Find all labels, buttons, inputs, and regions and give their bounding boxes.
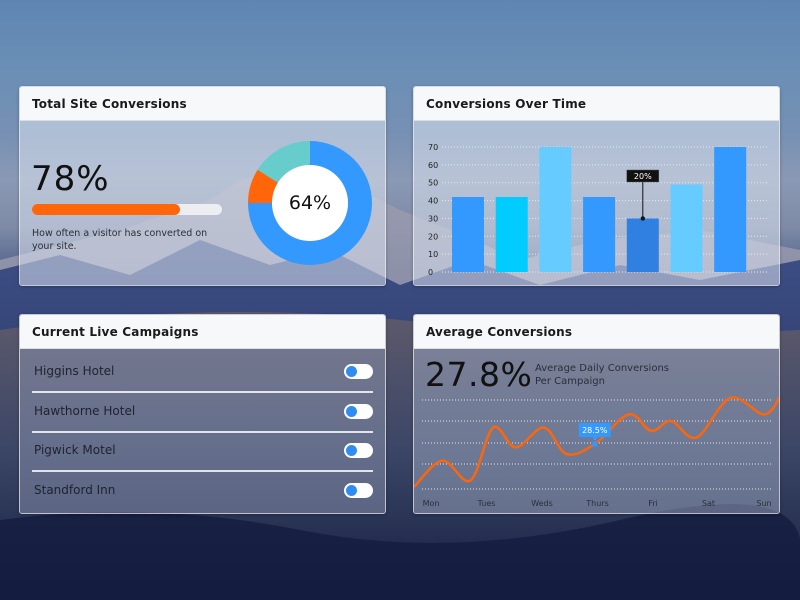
card-body: 27.8% Average Daily Conversions Per Camp… bbox=[414, 349, 779, 513]
campaign-row-standford-inn: Standford Inn bbox=[32, 470, 373, 510]
bar-tooltip-label: 20% bbox=[634, 172, 652, 181]
bar-7[interactable] bbox=[714, 147, 747, 272]
donut-slice-blue bbox=[248, 141, 372, 265]
bar-2[interactable] bbox=[495, 197, 528, 272]
toggle-knob bbox=[346, 484, 357, 496]
card-body: 78% How often a visitor has converted on… bbox=[20, 121, 385, 285]
x-tick-label: Sun bbox=[756, 499, 771, 508]
divider bbox=[32, 391, 373, 393]
toggle-knob bbox=[346, 405, 357, 417]
conversions-over-time-card: Conversions Over Time 0 10 20 30 40 50 60 70 20% bbox=[413, 86, 780, 286]
current-live-campaigns-card: Current Live Campaigns Higgins Hotel Haw… bbox=[19, 314, 386, 514]
subtitle-line-2: Per Campaign bbox=[535, 376, 605, 387]
y-tick-label: 40 bbox=[428, 197, 438, 206]
campaign-toggle[interactable] bbox=[344, 403, 373, 419]
donut-slice-orange bbox=[248, 169, 278, 203]
x-tick-label: Sat bbox=[702, 499, 715, 508]
bar-1[interactable] bbox=[452, 197, 484, 272]
conversion-progress-bar bbox=[32, 204, 222, 215]
bar-tooltip bbox=[626, 169, 660, 183]
conversion-line bbox=[414, 395, 779, 488]
average-conversion-value: 27.8% bbox=[425, 355, 533, 394]
bar-5[interactable] bbox=[626, 218, 659, 272]
y-tick-label: 0 bbox=[428, 268, 433, 277]
campaign-row-higgins-hotel: Higgins Hotel bbox=[32, 351, 373, 391]
line-tooltip bbox=[578, 423, 611, 437]
toggle-knob bbox=[346, 365, 357, 377]
campaign-name: Standford Inn bbox=[34, 483, 116, 497]
donut-slice-teal bbox=[257, 141, 310, 183]
campaign-row-hawthorne-hotel: Hawthorne Hotel bbox=[32, 391, 373, 431]
campaign-toggle[interactable] bbox=[344, 442, 373, 458]
x-tick-label: Mon bbox=[423, 499, 440, 508]
card-title: Current Live Campaigns bbox=[20, 315, 385, 349]
bar-chart: 0 10 20 30 40 50 60 70 20% bbox=[428, 143, 769, 277]
average-conversion-subtitle: Average Daily Conversions Per Campaign bbox=[535, 362, 669, 388]
y-tick-label: 50 bbox=[428, 179, 438, 188]
x-tick-label: Thurs bbox=[585, 499, 608, 508]
y-tick-label: 10 bbox=[428, 250, 438, 259]
campaign-row-pigwick-motel: Pigwick Motel bbox=[32, 430, 373, 470]
tooltip-marker bbox=[592, 441, 598, 447]
line-chart: Mon Tues Weds Thurs Fri Sat Sun 28.5% bbox=[414, 395, 779, 508]
divider bbox=[32, 470, 373, 472]
total-site-conversions-card: Total Site Conversions 78% How often a v… bbox=[19, 86, 386, 286]
y-tick-label: 20 bbox=[428, 232, 438, 241]
conversion-description: How often a visitor has converted on you… bbox=[32, 228, 208, 252]
y-tick-label: 70 bbox=[428, 143, 438, 152]
x-tick-label: Fri bbox=[648, 499, 658, 508]
campaign-toggle[interactable] bbox=[344, 363, 373, 379]
x-tick-label: Weds bbox=[531, 499, 553, 508]
donut-chart bbox=[248, 141, 372, 265]
line-tooltip-label: 28.5% bbox=[582, 426, 608, 435]
toggle-knob bbox=[346, 444, 357, 456]
card-body: 0 10 20 30 40 50 60 70 20% bbox=[414, 121, 779, 285]
average-conversions-card: Average Conversions 27.8% Average Daily … bbox=[413, 314, 780, 514]
card-title: Total Site Conversions bbox=[20, 87, 385, 121]
x-tick-label: Tues bbox=[477, 499, 496, 508]
progress-fill bbox=[32, 204, 181, 215]
bar-4[interactable] bbox=[583, 197, 616, 272]
donut-center-label: 64% bbox=[288, 192, 332, 214]
campaign-name: Hawthorne Hotel bbox=[34, 404, 136, 418]
bar-3[interactable] bbox=[539, 147, 572, 272]
tooltip-dot bbox=[640, 216, 645, 221]
campaign-list: Higgins Hotel Hawthorne Hotel Pigwick Mo… bbox=[20, 349, 385, 513]
campaign-name: Higgins Hotel bbox=[34, 364, 115, 378]
campaign-toggle[interactable] bbox=[344, 482, 373, 498]
campaign-name: Pigwick Motel bbox=[34, 443, 116, 457]
bar-6[interactable] bbox=[670, 184, 703, 273]
tooltip-arrow bbox=[591, 437, 598, 440]
donut-hole bbox=[272, 165, 348, 241]
y-tick-label: 60 bbox=[428, 161, 438, 170]
card-title: Average Conversions bbox=[414, 315, 779, 349]
conversion-rate-value: 78% bbox=[31, 159, 110, 199]
card-title: Conversions Over Time bbox=[414, 87, 779, 121]
subtitle-line-1: Average Daily Conversions bbox=[535, 363, 669, 374]
y-tick-label: 30 bbox=[428, 214, 438, 223]
divider bbox=[32, 431, 373, 433]
